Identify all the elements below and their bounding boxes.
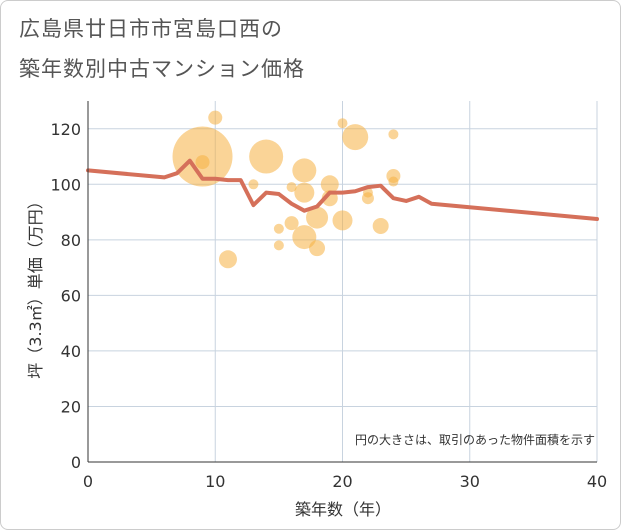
bubble-point-1 — [249, 139, 284, 174]
chart-title-line-1: 広島県廿日市市宮島口西の — [19, 17, 283, 41]
bubble-point-25 — [388, 176, 399, 187]
y-axis-label: 坪（3.3㎡）単価（万円） — [26, 193, 45, 378]
x-tick-label-40: 40 — [587, 472, 607, 491]
bubble-point-2 — [208, 110, 223, 125]
bubble-point-7 — [273, 240, 284, 251]
y-tick-label-80: 80 — [61, 231, 81, 250]
chart-title-line-2: 築年数別中古マンション価格 — [19, 57, 305, 81]
grid-lines — [88, 101, 598, 462]
bubble-point-8 — [286, 182, 297, 193]
x-tick-label-10: 10 — [205, 472, 225, 491]
bubble-point-17 — [337, 118, 348, 129]
bubble-point-10 — [292, 158, 317, 183]
bubble-point-6 — [273, 223, 284, 234]
bubble-point-14 — [309, 240, 326, 257]
bubble-point-15 — [320, 175, 339, 194]
bubble-point-4 — [218, 250, 237, 269]
y-tick-label-100: 100 — [50, 175, 81, 194]
x-tick-label-30: 30 — [460, 472, 480, 491]
axes — [87, 101, 597, 463]
bubble-point-3 — [195, 155, 210, 170]
bubble-point-5 — [248, 179, 259, 190]
bubble-point-13 — [306, 206, 329, 229]
y-tick-label-0: 0 — [71, 453, 81, 472]
bubble-point-21 — [361, 192, 374, 205]
bubble-point-22 — [372, 217, 389, 234]
x-tick-label-20: 20 — [332, 472, 352, 491]
trend-line-group — [86, 158, 599, 222]
bubble-point-18 — [332, 210, 353, 231]
bubble-point-11 — [294, 182, 315, 203]
x-axis-label: 築年数（年） — [295, 500, 391, 519]
bubble-point-9 — [284, 216, 299, 231]
bubble-size-note: 円の大きさは、取引のあった物件面積を示す — [355, 432, 595, 447]
bubble-point-12 — [292, 225, 317, 250]
x-tick-label-0: 0 — [83, 472, 93, 491]
y-tick-label-40: 40 — [61, 342, 81, 361]
y-tick-label-20: 20 — [61, 397, 81, 416]
y-tick-label-120: 120 — [50, 120, 81, 139]
trend-line — [86, 158, 599, 222]
transaction-bubbles — [172, 110, 401, 269]
bubble-point-23 — [388, 129, 399, 140]
bubble-point-19 — [342, 124, 369, 151]
tick-labels: 0 20 40 60 80 100 120 0 10 20 30 40 — [50, 120, 607, 491]
y-tick-label-60: 60 — [61, 286, 81, 305]
